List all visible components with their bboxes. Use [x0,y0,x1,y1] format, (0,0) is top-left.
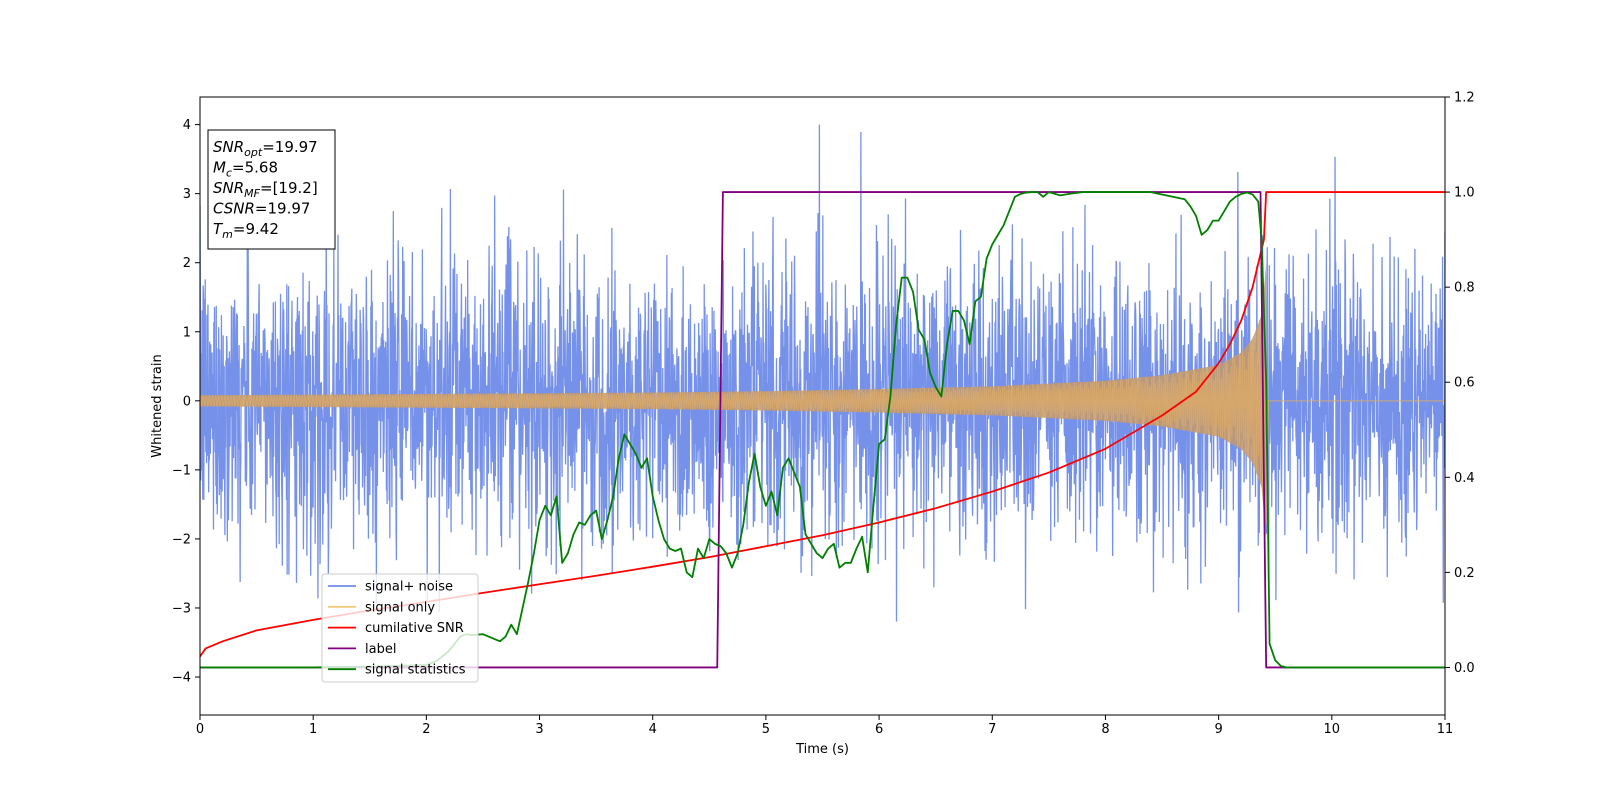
legend-label: signal only [365,600,435,615]
annotation-line: Tm=9.42 [213,220,279,241]
legend-box [321,573,479,683]
annotation-line: SNRMF=[19.2] [213,179,318,200]
x-axis-label: Time (s) [795,742,849,757]
legend-label: label [365,642,396,657]
y-axis-label: Whitened strain [150,354,165,457]
y-left-tick-label: −1 [172,463,191,478]
x-tick-label: 3 [535,722,543,737]
x-tick-label: 9 [1214,722,1222,737]
x-tick-label: 0 [196,722,204,737]
y-left-tick-label: −4 [172,671,191,686]
x-tick-label: 10 [1324,722,1341,737]
x-tick-label: 8 [1101,722,1109,737]
x-tick-label: 4 [649,722,657,737]
y-left-tick-label: −2 [172,532,191,547]
y-left-tick-label: 1 [183,325,191,340]
y-left-tick-label: 3 [183,187,191,202]
y-left-tick-label: 0 [183,394,191,409]
plot-frame [199,96,1446,716]
y-right-tick-label: 0.6 [1454,376,1475,391]
x-tick-label: 1 [309,722,317,737]
annotation-line: CSNR=19.97 [213,200,310,218]
x-tick-label: 2 [422,722,430,737]
y-left-tick-label: −3 [172,601,191,616]
x-tick-label: 6 [875,722,883,737]
series-signal-only [200,300,1445,524]
y-right-tick-label: 0.8 [1454,281,1475,296]
x-tick-label: 11 [1437,722,1454,737]
x-tick-label: 7 [988,722,996,737]
legend-label: signal statistics [365,663,466,678]
y-right-tick-label: 0.2 [1454,566,1475,581]
y-right-tick-label: 1.0 [1454,186,1475,201]
annotation-line: SNRopt=19.97 [213,138,318,159]
annotation-line: Mc=5.68 [213,159,278,180]
y-left-tick-label: 4 [183,118,191,133]
x-tick-label: 5 [762,722,770,737]
y-right-tick-label: 0.0 [1454,661,1475,676]
y-right-tick-label: 1.2 [1454,91,1475,106]
y-right-tick-label: 0.4 [1454,471,1475,486]
y-left-tick-label: 2 [183,256,191,271]
legend-label: cumilative SNR [365,621,464,636]
annotation-box [207,129,336,250]
legend-label: signal+ noise [365,580,453,595]
series-signal-statistics [200,191,1445,669]
